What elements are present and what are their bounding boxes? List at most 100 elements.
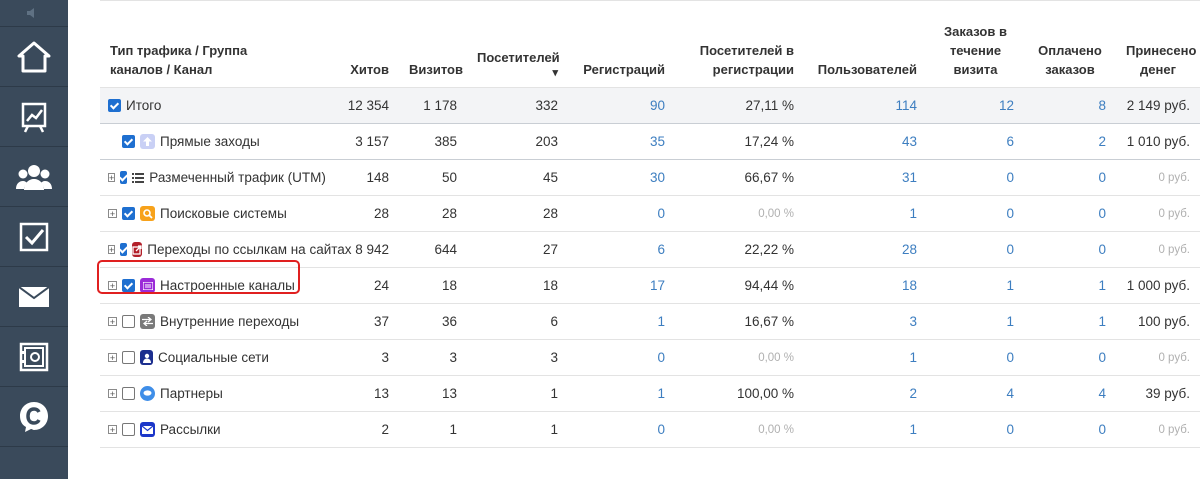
cell-users-link[interactable]: 1 xyxy=(804,339,927,376)
expand-icon[interactable]: + xyxy=(108,209,117,219)
cell-orders-link[interactable]: 0 xyxy=(927,231,1024,268)
cell-users-link[interactable]: 1 xyxy=(804,411,927,448)
cell-paid-link[interactable]: 0 xyxy=(1024,159,1116,196)
cell-hits: 3 157 xyxy=(305,123,399,160)
row-checkbox[interactable] xyxy=(122,279,135,292)
row-checkbox[interactable] xyxy=(122,387,135,400)
cell-users-link[interactable]: 1 xyxy=(804,195,927,232)
row-checkbox[interactable] xyxy=(108,99,121,112)
cell-users-link[interactable]: 43 xyxy=(804,123,927,160)
cell-hits: 37 xyxy=(305,303,399,340)
cell-hits: 2 xyxy=(305,411,399,448)
cell-registrations-link[interactable]: 0 xyxy=(568,411,675,448)
chat-c-icon xyxy=(20,401,48,432)
cell-orders-link[interactable]: 0 xyxy=(927,411,1024,448)
cell-paid-link[interactable]: 4 xyxy=(1024,375,1116,412)
cell-reg-rate: 94,44 % xyxy=(675,267,804,304)
col-header-users[interactable]: Пользователей xyxy=(804,0,927,88)
cell-paid-link[interactable]: 0 xyxy=(1024,339,1116,376)
cell-orders-link[interactable]: 0 xyxy=(927,339,1024,376)
cell-orders-link[interactable]: 0 xyxy=(927,195,1024,232)
sidebar-item-tasks[interactable] xyxy=(0,207,68,267)
cell-paid-link[interactable]: 0 xyxy=(1024,411,1116,448)
cell-hits: 24 xyxy=(305,267,399,304)
cell-orders-link[interactable]: 12 xyxy=(927,87,1024,124)
cell-visits: 1 xyxy=(399,411,467,448)
table-row: + Внутренние переходы 37 36 6 1 16,67 % … xyxy=(100,303,1200,340)
list-icon xyxy=(132,170,145,185)
cell-registrations-link[interactable]: 0 xyxy=(568,195,675,232)
row-checkbox[interactable] xyxy=(122,207,135,220)
speaker-icon xyxy=(27,8,34,18)
cell-users-link[interactable]: 114 xyxy=(804,87,927,124)
row-label: Переходы по ссылкам на сайтах xyxy=(147,242,352,257)
col-header-visits[interactable]: Визитов xyxy=(399,0,467,88)
cell-paid-link[interactable]: 0 xyxy=(1024,195,1116,232)
col-header-paid-orders[interactable]: Оплачено заказов xyxy=(1024,0,1116,88)
row-name-cell: Прямые заходы xyxy=(100,123,305,160)
cell-orders-link[interactable]: 1 xyxy=(927,303,1024,340)
col-header-money[interactable]: Принесено денег xyxy=(1116,0,1200,88)
expand-icon[interactable]: + xyxy=(108,173,116,183)
table-row: + Рассылки 2 1 1 0 0,00 % 1 0 0 0 руб. xyxy=(100,411,1200,448)
social-person-icon xyxy=(140,350,153,365)
cell-visitors: 1 xyxy=(467,375,568,412)
sidebar-item-users[interactable] xyxy=(0,147,68,207)
cell-registrations-link[interactable]: 17 xyxy=(568,267,675,304)
cell-users-link[interactable]: 2 xyxy=(804,375,927,412)
expand-icon[interactable]: + xyxy=(108,317,117,327)
cell-registrations-link[interactable]: 6 xyxy=(568,231,675,268)
cell-orders-link[interactable]: 0 xyxy=(927,159,1024,196)
cell-users-link[interactable]: 31 xyxy=(804,159,927,196)
row-checkbox[interactable] xyxy=(122,315,135,328)
sidebar-item-home[interactable] xyxy=(0,27,68,87)
cell-registrations-link[interactable]: 1 xyxy=(568,303,675,340)
cell-orders-link[interactable]: 1 xyxy=(927,267,1024,304)
cell-reg-rate: 22,22 % xyxy=(675,231,804,268)
cell-users-link[interactable]: 3 xyxy=(804,303,927,340)
cell-paid-link[interactable]: 8 xyxy=(1024,87,1116,124)
cell-orders-link[interactable]: 6 xyxy=(927,123,1024,160)
cell-registrations-link[interactable]: 35 xyxy=(568,123,675,160)
cell-users-link[interactable]: 18 xyxy=(804,267,927,304)
row-checkbox[interactable] xyxy=(122,423,135,436)
cell-paid-link[interactable]: 2 xyxy=(1024,123,1116,160)
expand-icon[interactable]: + xyxy=(108,281,117,291)
col-header-visitors[interactable]: Посетителей ▾ xyxy=(467,0,568,88)
cell-orders-link[interactable]: 4 xyxy=(927,375,1024,412)
row-checkbox[interactable] xyxy=(122,135,135,148)
cell-registrations-link[interactable]: 30 xyxy=(568,159,675,196)
sidebar-item-mail[interactable] xyxy=(0,267,68,327)
col-header-hits[interactable]: Хитов xyxy=(305,0,399,88)
cell-registrations-link[interactable]: 0 xyxy=(568,339,675,376)
cell-money: 1 000 руб. xyxy=(1116,267,1200,304)
partner-chat-icon xyxy=(140,386,155,401)
sidebar-item-reports[interactable] xyxy=(0,87,68,147)
cell-money: 1 010 руб. xyxy=(1116,123,1200,160)
expand-icon[interactable]: + xyxy=(108,245,116,255)
cell-paid-link[interactable]: 1 xyxy=(1024,303,1116,340)
cell-paid-link[interactable]: 0 xyxy=(1024,231,1116,268)
sidebar-item-safe[interactable] xyxy=(0,327,68,387)
col-header-channel[interactable]: Тип трафика / Группа каналов / Канал xyxy=(100,0,305,88)
cell-registrations-link[interactable]: 1 xyxy=(568,375,675,412)
cell-visitors: 27 xyxy=(467,231,568,268)
expand-icon[interactable]: + xyxy=(108,425,117,435)
expand-icon[interactable]: + xyxy=(108,389,117,399)
expand-icon[interactable]: + xyxy=(108,353,117,363)
col-header-reg-rate[interactable]: Посетителей в регистрации xyxy=(675,0,804,88)
cell-registrations-link[interactable]: 90 xyxy=(568,87,675,124)
cell-visitors: 332 xyxy=(467,87,568,124)
row-checkbox[interactable] xyxy=(120,171,128,184)
row-checkbox[interactable] xyxy=(122,351,135,364)
cell-visits: 28 xyxy=(399,195,467,232)
row-checkbox[interactable] xyxy=(120,243,128,256)
col-header-registrations[interactable]: Регистраций xyxy=(568,0,675,88)
col-header-orders-in-visit[interactable]: Заказов в течение визита xyxy=(927,0,1024,88)
cell-paid-link[interactable]: 1 xyxy=(1024,267,1116,304)
cell-users-link[interactable]: 28 xyxy=(804,231,927,268)
direct-arrow-icon xyxy=(140,134,155,149)
sidebar-item-support[interactable] xyxy=(0,387,68,447)
sidebar-collapse-button[interactable] xyxy=(0,0,68,27)
row-name-cell: + Социальные сети xyxy=(100,339,305,376)
